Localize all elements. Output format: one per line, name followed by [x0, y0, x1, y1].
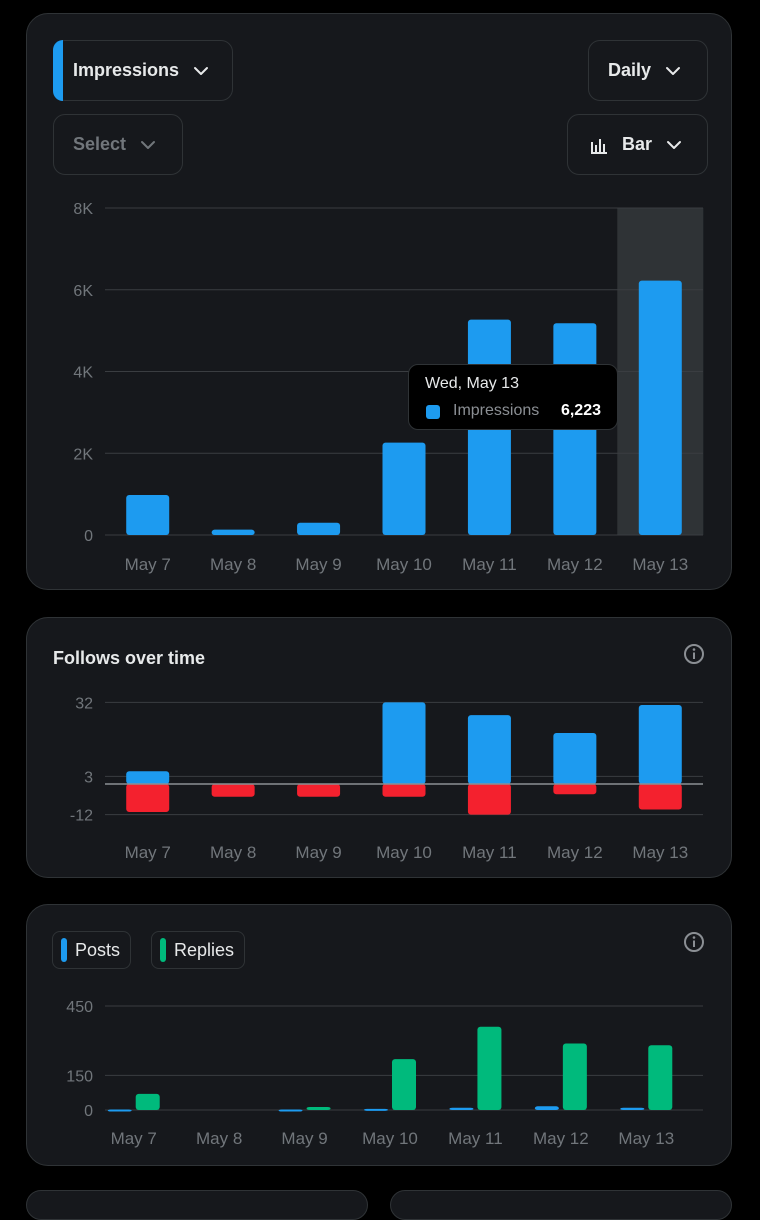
x-tick-label: May 10 — [362, 1129, 418, 1148]
next-card-left — [26, 1190, 368, 1220]
posts-bar — [620, 1107, 645, 1110]
next-card-right — [390, 1190, 732, 1220]
x-tick-label: May 9 — [281, 1129, 327, 1148]
y-tick-label: 3 — [84, 769, 93, 786]
y-tick-label: 8K — [73, 201, 93, 218]
y-tick-label: 0 — [84, 1103, 93, 1120]
info-icon[interactable] — [683, 643, 705, 665]
impressions-bar — [297, 522, 341, 535]
chart-type-label: Bar — [622, 134, 653, 154]
y-tick-label: 6K — [73, 283, 93, 300]
follows-lost-bar — [553, 784, 597, 795]
impressions-bar-chart[interactable]: 0 2K 4K 6K 8K May 7 May 8 May 9 May 10 May 11 May … — [27, 194, 731, 584]
chevron-down-icon — [141, 140, 156, 149]
x-tick-label: May 13 — [632, 843, 688, 862]
y-tick-label: 0 — [84, 528, 93, 545]
replies-bar — [648, 1045, 673, 1110]
chevron-down-icon — [667, 140, 682, 149]
impressions-bar — [638, 280, 682, 535]
follows-gained-bar — [638, 704, 682, 784]
y-tick-label: 2K — [73, 446, 93, 463]
x-tick-label: May 12 — [547, 555, 603, 574]
x-tick-label: May 10 — [376, 843, 432, 862]
bar-chart-icon — [591, 138, 607, 154]
x-tick-label: May 7 — [111, 1129, 157, 1148]
replies-bar — [392, 1059, 416, 1110]
x-tick-label: May 12 — [547, 843, 603, 862]
x-tick-label: May 12 — [533, 1129, 589, 1148]
legend-posts-label: Posts — [75, 939, 121, 960]
x-tick-label: May 13 — [618, 1129, 674, 1148]
tooltip-series-swatch — [426, 405, 440, 419]
chevron-down-icon — [666, 66, 681, 75]
posts-replies-card: Posts Replies 0 150 450 May 7 May 8 May 9 May … — [26, 904, 732, 1166]
x-tick-label: May 7 — [125, 555, 171, 574]
replies-bar — [477, 1026, 502, 1110]
interval-dropdown-label: Daily — [608, 60, 652, 80]
x-tick-label: May 11 — [462, 555, 517, 574]
x-tick-label: May 8 — [210, 843, 256, 862]
follows-bar-chart[interactable]: -12 3 32 May 7 May 8 May 9 May 10 May 11 May 12 M… — [27, 693, 731, 863]
metric-dropdown-label: Impressions — [73, 60, 180, 80]
y-tick-label: 4K — [73, 365, 93, 382]
interval-dropdown[interactable]: Daily — [588, 40, 708, 101]
follows-gained-bar — [467, 715, 511, 784]
posts-bar — [278, 1109, 303, 1112]
x-tick-label: May 8 — [210, 555, 256, 574]
legend-replies[interactable]: Replies — [151, 931, 246, 969]
impressions-bar — [126, 494, 170, 535]
tooltip-date: Wed, May 13 — [425, 375, 519, 392]
follows-lost-bar — [382, 784, 426, 797]
follows-gained-bar — [553, 733, 597, 784]
tooltip-value: 6,223 — [560, 402, 601, 419]
x-tick-label: May 9 — [295, 843, 341, 862]
chevron-down-icon — [194, 66, 209, 75]
x-tick-label: May 9 — [295, 555, 341, 574]
follows-lost-bar — [211, 784, 255, 797]
posts-bar — [107, 1109, 132, 1112]
chart-type-dropdown[interactable]: Bar — [567, 114, 708, 175]
chart-tooltip: Wed, May 13 Impressions 6,223 — [408, 364, 618, 430]
y-tick-label: 32 — [75, 695, 93, 712]
impressions-bar — [211, 529, 255, 535]
y-tick-label: 150 — [66, 1068, 93, 1085]
posts-swatch — [61, 938, 67, 962]
compare-select-label: Select — [73, 134, 127, 154]
x-tick-label: May 8 — [196, 1129, 242, 1148]
x-tick-label: May 13 — [632, 555, 688, 574]
x-tick-label: May 10 — [376, 555, 432, 574]
x-tick-label: May 11 — [448, 1129, 503, 1148]
follows-lost-bar — [467, 784, 511, 815]
impressions-card: Impressions Daily Select Bar 0 2K 4K 6K 8K Ma… — [26, 13, 732, 590]
follows-card: Follows over time -12 3 32 May 7 May 8 May 9 M… — [26, 617, 732, 878]
follows-gained-bar — [126, 771, 170, 784]
metric-dropdown[interactable]: Impressions — [53, 40, 233, 101]
posts-bar — [364, 1108, 388, 1111]
posts-replies-bar-chart[interactable]: 0 150 450 May 7 May 8 May 9 May 10 May 11 May 12… — [27, 995, 731, 1155]
metric-accent-bar — [53, 40, 63, 101]
posts-bar — [449, 1107, 474, 1110]
follows-card-title: Follows over time — [53, 648, 206, 668]
x-tick-label: May 11 — [462, 843, 517, 862]
impressions-bar — [382, 442, 426, 535]
follows-gained-bar — [382, 702, 426, 784]
posts-bar — [534, 1106, 559, 1110]
follows-lost-bar — [638, 784, 682, 810]
y-tick-label: -12 — [70, 808, 93, 825]
x-tick-label: May 7 — [125, 843, 171, 862]
replies-bar — [135, 1093, 160, 1110]
follows-lost-bar — [126, 784, 170, 813]
replies-bar — [562, 1043, 587, 1110]
replies-bar — [306, 1106, 331, 1110]
legend-replies-label: Replies — [174, 939, 235, 960]
follows-lost-bar — [297, 784, 341, 797]
legend-posts[interactable]: Posts — [52, 931, 132, 969]
info-icon[interactable] — [683, 931, 705, 953]
compare-select-dropdown[interactable]: Select — [53, 114, 183, 175]
replies-swatch — [160, 938, 166, 962]
tooltip-series-name: Impressions — [453, 402, 540, 419]
y-tick-label: 450 — [66, 999, 93, 1016]
